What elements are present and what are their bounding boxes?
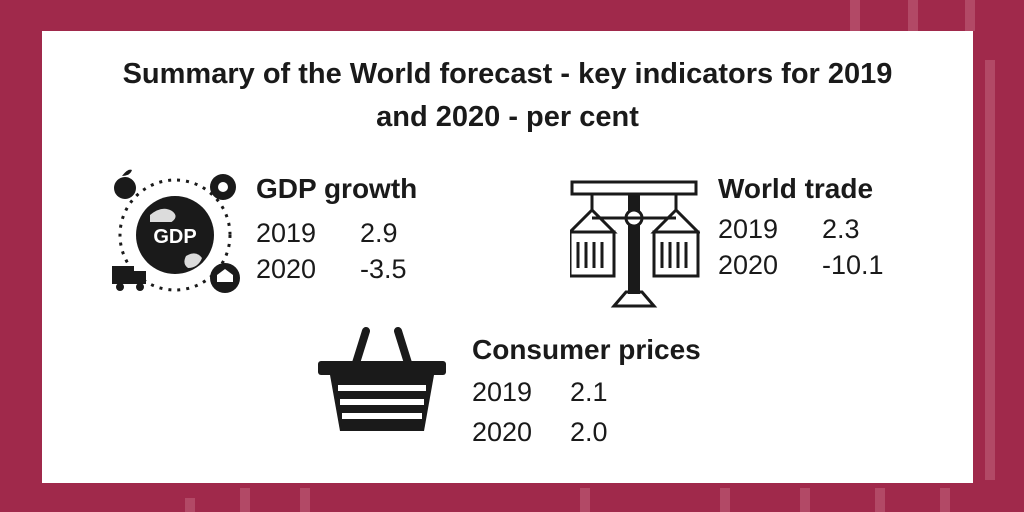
indicator-row: 2019 2.9 (256, 215, 417, 251)
cargo-crane-icon (570, 180, 700, 310)
year-label: 2019 (472, 377, 533, 407)
indicator-value: -10.1 (822, 250, 884, 280)
background-stripe (720, 488, 730, 512)
indicator-heading: World trade (718, 173, 874, 204)
indicator-row: 2020 -3.5 (256, 251, 417, 287)
indicator-row: 2019 2.3 (718, 211, 884, 247)
indicator-heading: GDP growth (256, 173, 418, 204)
background-stripe (908, 0, 918, 31)
indicator-row: 2019 2.1 (472, 372, 701, 412)
background-stripe (240, 488, 250, 512)
indicator-gdp-growth: GDP growth 2019 2.9 2020 -3.5 (256, 173, 417, 287)
indicator-value: 2.3 (822, 214, 860, 244)
year-label: 2019 (718, 214, 779, 244)
shopping-basket-icon (318, 327, 446, 433)
year-label: 2020 (256, 254, 317, 284)
indicator-heading: Consumer prices (472, 334, 701, 365)
indicator-row: 2020 2.0 (472, 412, 701, 452)
page-title: Summary of the World forecast - key indi… (42, 53, 973, 139)
background-stripe (985, 60, 995, 480)
background-stripe (185, 498, 195, 512)
indicator-row: 2020 -10.1 (718, 247, 884, 283)
summary-card: Summary of the World forecast - key indi… (42, 31, 973, 483)
background-stripe (850, 0, 860, 31)
year-label: 2019 (256, 218, 317, 248)
indicator-value: -3.5 (360, 254, 407, 284)
year-label: 2020 (718, 250, 779, 280)
gdp-globe-icon: GDP (108, 168, 242, 298)
gdp-icon-label: GDP (153, 226, 196, 248)
indicator-value: 2.1 (570, 377, 608, 407)
indicator-value: 2.0 (570, 417, 608, 447)
background-stripe (875, 488, 885, 512)
title-line-1: Summary of the World forecast - key indi… (122, 58, 893, 90)
indicator-world-trade: World trade 2019 2.3 2020 -10.1 (718, 173, 884, 283)
background-stripe (580, 488, 590, 512)
background-stripe (965, 0, 975, 31)
background-stripe (800, 488, 810, 512)
indicator-value: 2.9 (360, 218, 398, 248)
background-stripe (300, 488, 310, 512)
indicator-consumer-prices: Consumer prices 2019 2.1 2020 2.0 (472, 334, 701, 452)
background-stripe (940, 488, 950, 512)
title-line-2: and 2020 - per cent (376, 101, 639, 133)
year-label: 2020 (472, 417, 533, 447)
